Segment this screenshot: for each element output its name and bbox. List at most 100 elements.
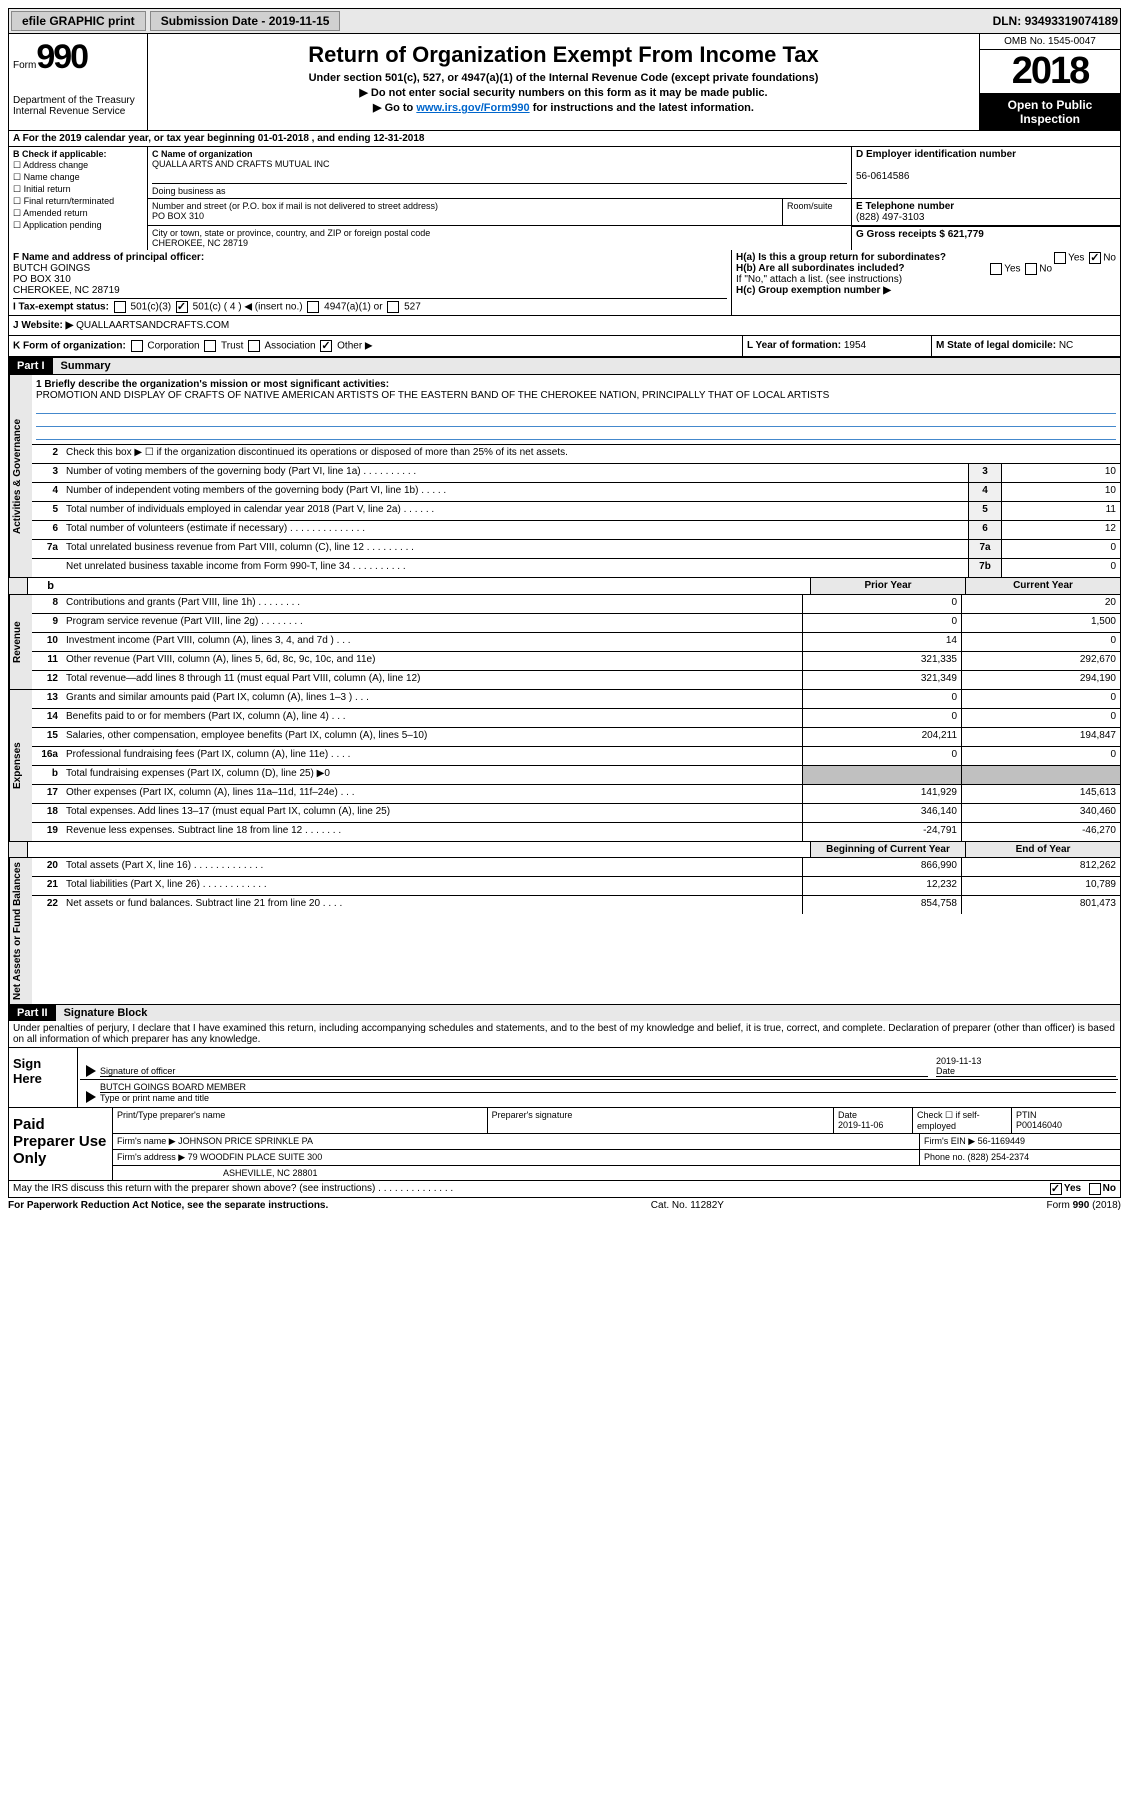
firm-name-box: Firm's name ▶ JOHNSON PRICE SPRINKLE PA <box>113 1134 920 1149</box>
chk-address-change[interactable]: ☐ Address change <box>13 160 143 171</box>
firm-addr: 79 WOODFIN PLACE SUITE 300 <box>188 1152 323 1162</box>
hb-no-chk[interactable] <box>1025 263 1037 275</box>
chk-initial-return[interactable]: ☐ Initial return <box>13 184 143 195</box>
discuss-no-chk[interactable] <box>1089 1183 1101 1195</box>
footer-mid: Cat. No. 11282Y <box>651 1200 724 1211</box>
submission-date-button[interactable]: Submission Date - 2019-11-15 <box>150 11 341 31</box>
table-row: 4Number of independent voting members of… <box>32 483 1120 502</box>
chk-trust[interactable] <box>204 340 216 352</box>
mission-box: 1 Briefly describe the organization's mi… <box>32 375 1120 445</box>
state-domicile: NC <box>1059 340 1073 351</box>
chk-application-pending[interactable]: ☐ Application pending <box>13 220 143 231</box>
section-i: I Tax-exempt status: 501(c)(3) 501(c) ( … <box>13 298 727 313</box>
efile-button[interactable]: efile GRAPHIC print <box>11 11 146 31</box>
chk-label: Application pending <box>23 220 102 230</box>
city-label: City or town, state or province, country… <box>152 228 430 238</box>
gross-label: G Gross receipts $ <box>856 229 948 240</box>
gross-receipts-box: G Gross receipts $ 621,779 <box>852 226 1120 250</box>
dln-value: 93493319074189 <box>1025 14 1118 28</box>
table-row: 7aTotal unrelated business revenue from … <box>32 540 1120 559</box>
form-subtitle: Under section 501(c), 527, or 4947(a)(1)… <box>156 72 971 84</box>
row-klm: K Form of organization: Corporation Trus… <box>8 336 1121 357</box>
chk-label: Address change <box>23 160 88 170</box>
chk-name-change[interactable]: ☐ Name change <box>13 172 143 183</box>
end-year-header: End of Year <box>965 842 1120 857</box>
ha-yes-chk[interactable] <box>1054 252 1066 264</box>
chk-501c[interactable] <box>176 301 188 313</box>
chk-other[interactable] <box>320 340 332 352</box>
sign-date: 2019-11-13 <box>936 1056 981 1066</box>
gross-value: 621,779 <box>948 229 984 240</box>
officer-printed-name: BUTCH GOINGS BOARD MEMBER <box>100 1082 246 1092</box>
ptin-box: PTIN P00146040 <box>1012 1108 1120 1133</box>
preparer-label: Paid Preparer Use Only <box>9 1108 113 1180</box>
submission-date: 2019-11-15 <box>269 14 330 28</box>
chk-label: Initial return <box>24 184 71 194</box>
ein-value: 56-0614586 <box>856 171 909 182</box>
discuss-text: May the IRS discuss this return with the… <box>13 1183 1048 1195</box>
j-label: J Website: ▶ <box>13 320 76 331</box>
activities-block: Activities & Governance 1 Briefly descri… <box>8 374 1121 578</box>
net-assets-block: Net Assets or Fund Balances 20Total asse… <box>8 858 1121 1005</box>
firm-city: ASHEVILLE, NC 28801 <box>113 1166 1120 1180</box>
chk-final-return[interactable]: ☐ Final return/terminated <box>13 196 143 207</box>
street-address: PO BOX 310 <box>152 211 204 221</box>
table-row: Net unrelated business taxable income fr… <box>32 559 1120 577</box>
row-a-tax-year: A For the 2019 calendar year, or tax yea… <box>8 131 1121 147</box>
part2-num: Part II <box>9 1005 56 1021</box>
opt-4947: 4947(a)(1) or <box>324 302 382 313</box>
hc-label: H(c) Group exemption number ▶ <box>736 285 891 296</box>
chk-527[interactable] <box>387 301 399 313</box>
chk-corp[interactable] <box>131 340 143 352</box>
ein-box: D Employer identification number 56-0614… <box>852 147 1120 198</box>
table-row: 9Program service revenue (Part VIII, lin… <box>32 614 1120 633</box>
ptin-value: P00146040 <box>1016 1120 1062 1130</box>
street-box: Number and street (or P.O. box if mail i… <box>148 199 783 225</box>
header-center: Return of Organization Exempt From Incom… <box>148 34 980 130</box>
instr2-post: for instructions and the latest informat… <box>530 102 754 114</box>
row-fh: F Name and address of principal officer:… <box>8 250 1121 316</box>
firm-ein: 56-1169449 <box>978 1136 1025 1146</box>
declaration-text: Under penalties of perjury, I declare th… <box>8 1021 1121 1048</box>
section-cd: C Name of organization QUALLA ARTS AND C… <box>148 147 1120 250</box>
chk-4947[interactable] <box>307 301 319 313</box>
irs-link[interactable]: www.irs.gov/Form990 <box>416 102 529 114</box>
vert-expenses: Expenses <box>9 690 32 841</box>
year-formation: 1954 <box>844 340 866 351</box>
firm-ein-label: Firm's EIN ▶ <box>924 1136 978 1146</box>
discuss-yes-chk[interactable] <box>1050 1183 1062 1195</box>
table-row: bTotal fundraising expenses (Part IX, co… <box>32 766 1120 785</box>
chk-assoc[interactable] <box>248 340 260 352</box>
website: QUALLAARTSANDCRAFTS.COM <box>76 320 229 331</box>
opt-assoc: Association <box>264 341 315 352</box>
hb-label: H(b) Are all subordinates included? <box>736 263 905 274</box>
form-title: Return of Organization Exempt From Incom… <box>156 42 971 68</box>
org-name-box: C Name of organization QUALLA ARTS AND C… <box>148 147 852 198</box>
opt-501c3: 501(c)(3) <box>131 302 172 313</box>
table-row: 11Other revenue (Part VIII, column (A), … <box>32 652 1120 671</box>
m-label: M State of legal domicile: <box>936 340 1059 351</box>
hb-yes-chk[interactable] <box>990 263 1002 275</box>
tax-year: 2018 <box>980 50 1120 94</box>
form-number: 990 <box>36 38 87 76</box>
dln-label: DLN: <box>993 14 1025 28</box>
ha-no-chk[interactable] <box>1089 252 1101 264</box>
sign-here-label: Sign Here <box>9 1048 78 1107</box>
form-header: Form990 Department of the Treasury Inter… <box>8 34 1121 131</box>
footer-left: For Paperwork Reduction Act Notice, see … <box>8 1200 328 1211</box>
section-b: B Check if applicable: ☐ Address change … <box>9 147 148 250</box>
chk-amended[interactable]: ☐ Amended return <box>13 208 143 219</box>
footer: For Paperwork Reduction Act Notice, see … <box>8 1198 1121 1213</box>
preparer-block: Paid Preparer Use Only Print/Type prepar… <box>8 1108 1121 1181</box>
prep-date-box: Date 2019-11-06 <box>834 1108 913 1133</box>
opt-501c: 501(c) ( 4 ) ◀ (insert no.) <box>193 302 303 313</box>
ha-no: No <box>1103 253 1116 264</box>
discuss-no: No <box>1103 1183 1116 1195</box>
chk-501c3[interactable] <box>114 301 126 313</box>
phone-box: E Telephone number (828) 497-3103 <box>852 199 1120 225</box>
hb-yes: Yes <box>1004 264 1020 275</box>
city-box: City or town, state or province, country… <box>148 226 852 250</box>
sig-officer-label: Signature of officer <box>100 1066 175 1076</box>
revenue-block: Revenue 8Contributions and grants (Part … <box>8 595 1121 690</box>
dln: DLN: 93493319074189 <box>993 14 1118 28</box>
